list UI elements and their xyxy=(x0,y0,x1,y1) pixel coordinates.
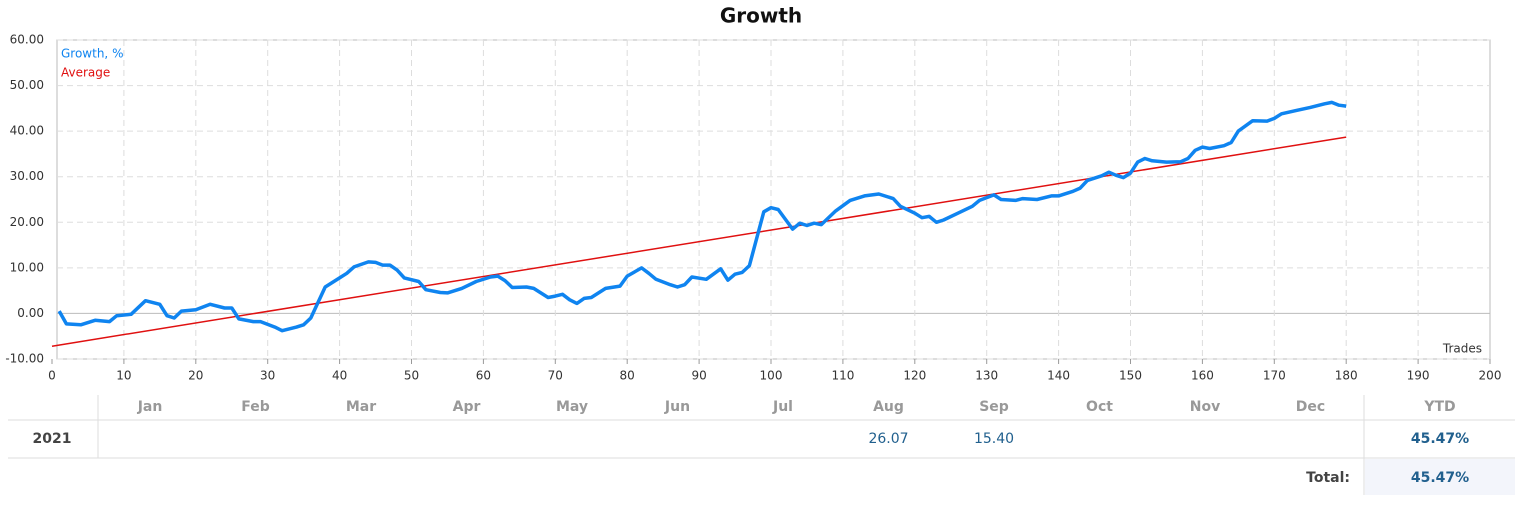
x-tick-label: 60 xyxy=(476,369,491,383)
month-header: Sep xyxy=(979,399,1009,415)
month-header: Dec xyxy=(1296,399,1325,415)
row-label: 2021 xyxy=(33,431,72,447)
x-tick-label: 180 xyxy=(1335,369,1358,383)
x-tick-label: 140 xyxy=(1047,369,1070,383)
y-tick-label: 40.00 xyxy=(10,124,44,138)
x-tick-label: 40 xyxy=(332,369,347,383)
legend-entry: Average xyxy=(61,66,110,80)
month-header: Mar xyxy=(346,399,376,415)
y-tick-label: -10.00 xyxy=(5,352,44,366)
x-tick-label: 200 xyxy=(1479,369,1502,383)
x-tick-label: 70 xyxy=(548,369,563,383)
ytd-header: YTD xyxy=(1423,399,1455,415)
month-value: 26.07 xyxy=(868,431,908,447)
month-header: Apr xyxy=(453,399,481,415)
month-header: Jan xyxy=(137,399,163,415)
month-header: Jun xyxy=(664,399,690,415)
x-tick-label: 10 xyxy=(116,369,131,383)
x-tick-label: 100 xyxy=(760,369,783,383)
month-header: May xyxy=(556,399,588,415)
month-header: Feb xyxy=(241,399,270,415)
x-tick-label: 150 xyxy=(1119,369,1142,383)
series-line xyxy=(57,100,1347,333)
x-tick-label: 130 xyxy=(975,369,998,383)
chart-title: Growth xyxy=(720,4,802,28)
ytd-value: 45.47% xyxy=(1411,431,1469,447)
x-tick-label: 110 xyxy=(831,369,854,383)
x-tick-label: 80 xyxy=(620,369,635,383)
x-tick-label: 190 xyxy=(1407,369,1430,383)
total-label: Total: xyxy=(1306,470,1350,486)
x-tick-label: 160 xyxy=(1191,369,1214,383)
y-tick-label: 30.00 xyxy=(10,169,44,183)
x-tick-label: 20 xyxy=(188,369,203,383)
x-axis-label: Trades xyxy=(1442,342,1482,356)
y-tick-label: 20.00 xyxy=(10,215,44,229)
month-header: Oct xyxy=(1086,399,1113,415)
y-tick-label: 60.00 xyxy=(10,33,44,47)
y-tick-label: 10.00 xyxy=(10,260,44,274)
x-tick-label: 90 xyxy=(691,369,706,383)
month-value: 15.40 xyxy=(974,431,1014,447)
month-header: Jul xyxy=(772,399,793,415)
x-tick-label: 50 xyxy=(404,369,419,383)
x-tick-label: 30 xyxy=(260,369,275,383)
month-header: Aug xyxy=(873,399,904,415)
plot-frame xyxy=(56,39,1491,360)
y-tick-label: 50.00 xyxy=(10,78,44,92)
month-header: Nov xyxy=(1190,399,1220,415)
x-tick-label: 170 xyxy=(1263,369,1286,383)
y-tick-label: 0.00 xyxy=(17,306,44,320)
legend-entry: Growth, % xyxy=(61,47,123,61)
total-value: 45.47% xyxy=(1411,470,1469,486)
x-tick-label: 120 xyxy=(903,369,926,383)
x-tick-label: 0 xyxy=(48,369,56,383)
total-cell xyxy=(1365,459,1515,495)
